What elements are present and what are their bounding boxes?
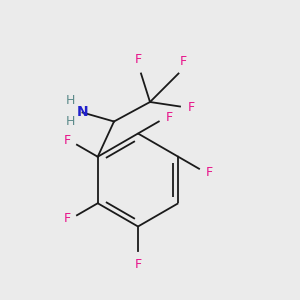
Text: F: F [63,212,70,226]
Text: F: F [206,166,213,179]
Text: H: H [66,94,75,107]
Text: F: F [180,55,188,68]
Text: F: F [188,101,194,114]
Text: F: F [134,258,142,271]
Text: F: F [63,134,70,148]
Text: H: H [66,115,75,128]
Text: F: F [135,53,142,66]
Text: F: F [165,111,172,124]
Text: N: N [77,106,88,119]
